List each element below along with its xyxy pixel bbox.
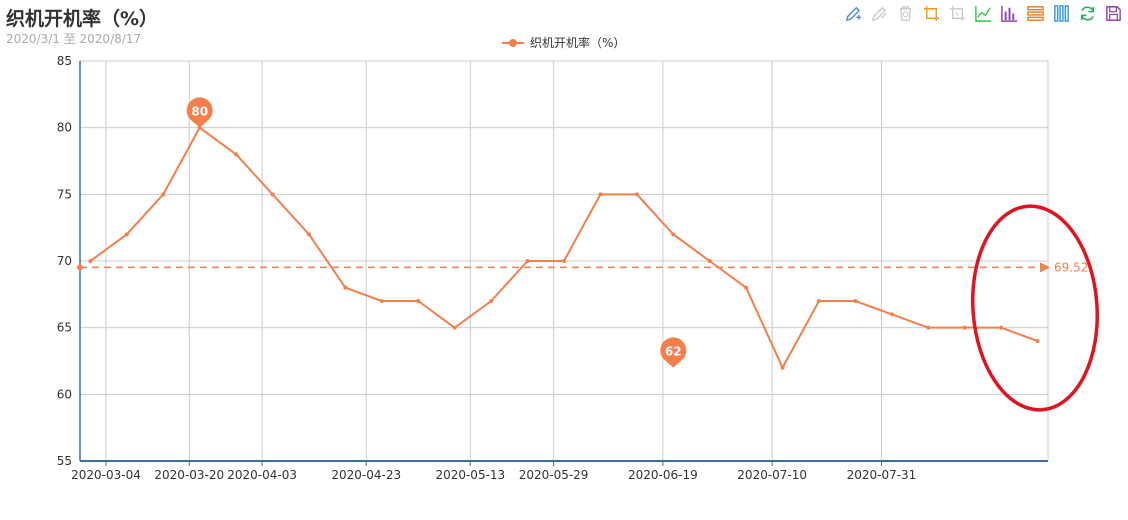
zoom-reset-icon[interactable] — [948, 4, 967, 23]
y-tick-label: 65 — [57, 321, 72, 335]
data-point — [306, 232, 311, 237]
data-point — [124, 232, 129, 237]
data-point — [562, 259, 566, 263]
y-tick-label: 75 — [57, 187, 72, 201]
data-point — [234, 152, 239, 157]
legend-item[interactable]: 织机开机率（%） — [502, 34, 625, 51]
x-tick-label: 2020-05-13 — [435, 468, 505, 482]
x-tick-label: 2020-04-03 — [227, 468, 297, 482]
mark-point-pin — [186, 97, 213, 128]
x-tick-label: 2020-05-29 — [519, 468, 589, 482]
data-point — [598, 192, 603, 197]
x-tick-label: 2020-07-31 — [847, 468, 917, 482]
average-line-arrow — [1040, 262, 1050, 273]
data-point — [853, 299, 858, 303]
data-point — [416, 299, 421, 303]
y-tick-label: 70 — [57, 254, 72, 268]
tiled-icon[interactable] — [1052, 4, 1071, 23]
x-tick-label: 2020-03-04 — [71, 468, 141, 482]
x-tick-label: 2020-06-19 — [628, 468, 698, 482]
data-point — [1035, 339, 1040, 343]
average-line-label: 69.52 — [1054, 260, 1088, 274]
pencil-add-icon[interactable] — [844, 4, 863, 23]
data-point — [634, 192, 639, 197]
annotation-ellipse — [970, 204, 1100, 412]
trash-icon[interactable] — [896, 4, 915, 23]
mark-point-label: 80 — [191, 105, 208, 119]
data-point — [525, 259, 530, 263]
y-tick-label: 60 — [57, 387, 72, 401]
data-point — [780, 365, 785, 370]
data-point — [671, 232, 676, 237]
data-point — [962, 325, 967, 330]
legend-symbol — [502, 38, 524, 47]
data-zoom-icon[interactable] — [922, 4, 941, 23]
line-chart-icon[interactable] — [974, 4, 993, 23]
data-point — [744, 285, 749, 290]
series-line — [89, 126, 1038, 369]
save-image-icon[interactable] — [1104, 4, 1123, 23]
data-point — [489, 299, 494, 303]
chart-subtitle: 2020/3/1 至 2020/8/17 — [6, 32, 142, 46]
y-tick-label: 55 — [57, 454, 72, 468]
data-point — [707, 259, 712, 263]
data-point — [270, 192, 275, 197]
x-tick-label: 2020-07-10 — [737, 468, 807, 482]
refresh-icon[interactable] — [1078, 4, 1097, 23]
data-point — [926, 325, 931, 330]
data-point — [343, 285, 348, 290]
y-tick-label: 80 — [57, 121, 72, 135]
y-tick-label: 85 — [57, 54, 72, 68]
x-tick-label: 2020-03-20 — [154, 468, 224, 482]
data-point — [88, 259, 93, 263]
pencil-erase-icon[interactable] — [870, 4, 889, 23]
data-point — [379, 299, 384, 303]
stack-icon[interactable] — [1026, 4, 1045, 23]
mark-point-pin — [660, 337, 687, 368]
chart-toolbox — [844, 4, 1123, 23]
mark-point-label: 62 — [665, 345, 682, 359]
data-point — [889, 312, 894, 317]
data-point — [999, 325, 1004, 330]
data-point — [817, 299, 822, 303]
x-tick-label: 2020-04-23 — [331, 468, 401, 482]
chart-title: 织机开机率（%） — [6, 8, 159, 30]
legend-label: 织机开机率（%） — [530, 36, 626, 50]
data-point — [161, 192, 166, 197]
data-point — [452, 325, 457, 330]
bar-chart-icon[interactable] — [1000, 4, 1019, 23]
